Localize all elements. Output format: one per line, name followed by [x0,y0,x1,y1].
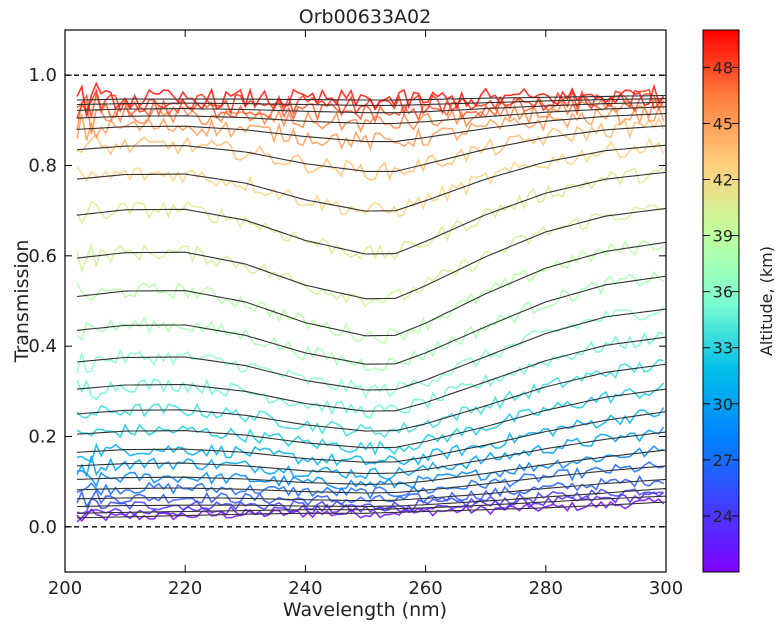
colorbar-tick-label: 42 [713,171,733,190]
measured-series-8 [76,382,665,456]
fit-line-8 [76,388,666,449]
measured-series-19 [76,99,665,134]
colorbar-tick-label: 27 [713,451,733,470]
fit-line-4 [76,465,666,494]
colorbar-tick-label: 33 [713,339,733,358]
fit-line-20 [76,101,666,114]
measured-series-5 [76,445,664,490]
chart-title: Orb00633A02 [299,6,431,28]
measured-series-11 [76,306,665,399]
x-tick-label: 280 [529,578,563,599]
measured-series-13 [76,239,665,345]
fit-line-0 [76,501,666,519]
measured-series-12 [76,270,665,372]
y-axis-label: Transmission [11,240,33,364]
colorbar-tick-label: 45 [713,114,733,133]
measured-series-9 [76,358,664,439]
fit-line-18 [76,113,666,143]
measured-series-4 [76,461,664,500]
x-tick-label: 220 [168,578,202,599]
fit-line-13 [76,241,666,337]
measured-series-10 [76,331,664,419]
fit-line-6 [76,431,666,475]
measured-series-0 [76,497,665,523]
measured-series-15 [76,165,665,261]
x-tick-label: 260 [408,578,442,599]
y-axis-ticks: 0.0 0.2 0.4 0.6 0.8 1.0 [28,65,666,538]
fit-line-3 [76,478,666,502]
fit-line-2 [76,487,666,508]
y-tick-label: 0.2 [28,427,57,448]
x-axis-label: Wavelength (nm) [283,599,447,621]
fit-line-10 [76,336,666,412]
colorbar [702,29,740,573]
colorbar-tick-label: 36 [713,283,733,302]
fit-line-15 [76,171,666,255]
colorbar-ticks: 24 27 30 33 36 39 42 45 48 [703,58,739,526]
measured-series-3 [76,474,664,509]
fit-line-12 [76,275,666,365]
fit-line-14 [76,207,666,300]
measured-series-6 [76,426,665,480]
fit-line-19 [76,106,666,125]
colorbar-tick-label: 24 [713,507,733,526]
x-tick-label: 240 [288,578,322,599]
plot-data-layer [65,74,666,528]
x-tick-label: 200 [48,578,82,599]
y-tick-label: 0.8 [28,156,57,177]
y-tick-label: 0.6 [28,246,57,267]
fit-line-1 [76,495,666,514]
colorbar-tick-label: 48 [713,58,733,77]
x-axis-ticks: 200 220 240 260 280 300 [48,30,683,599]
fit-line-11 [76,308,666,391]
y-tick-label: 1.0 [28,65,57,86]
measured-series-18 [76,103,665,152]
colorbar-label: Altitude, (km) [757,246,776,356]
fit-line-21 [76,98,666,106]
colorbar-tick-label: 30 [713,395,733,414]
plot-frame [64,29,667,573]
measured-series-1 [76,491,665,523]
measured-series-16 [76,137,665,218]
fit-line-9 [76,363,666,432]
x-tick-label: 300 [649,578,683,599]
fit-line-5 [76,449,666,485]
colorbar-tick-label: 39 [713,227,733,246]
fit-line-16 [76,144,666,212]
y-tick-label: 0.4 [28,336,57,357]
fit-line-7 [76,411,666,463]
y-tick-label: 0.0 [28,517,57,538]
fit-line-17 [76,125,666,172]
fit-line-22 [76,94,666,101]
